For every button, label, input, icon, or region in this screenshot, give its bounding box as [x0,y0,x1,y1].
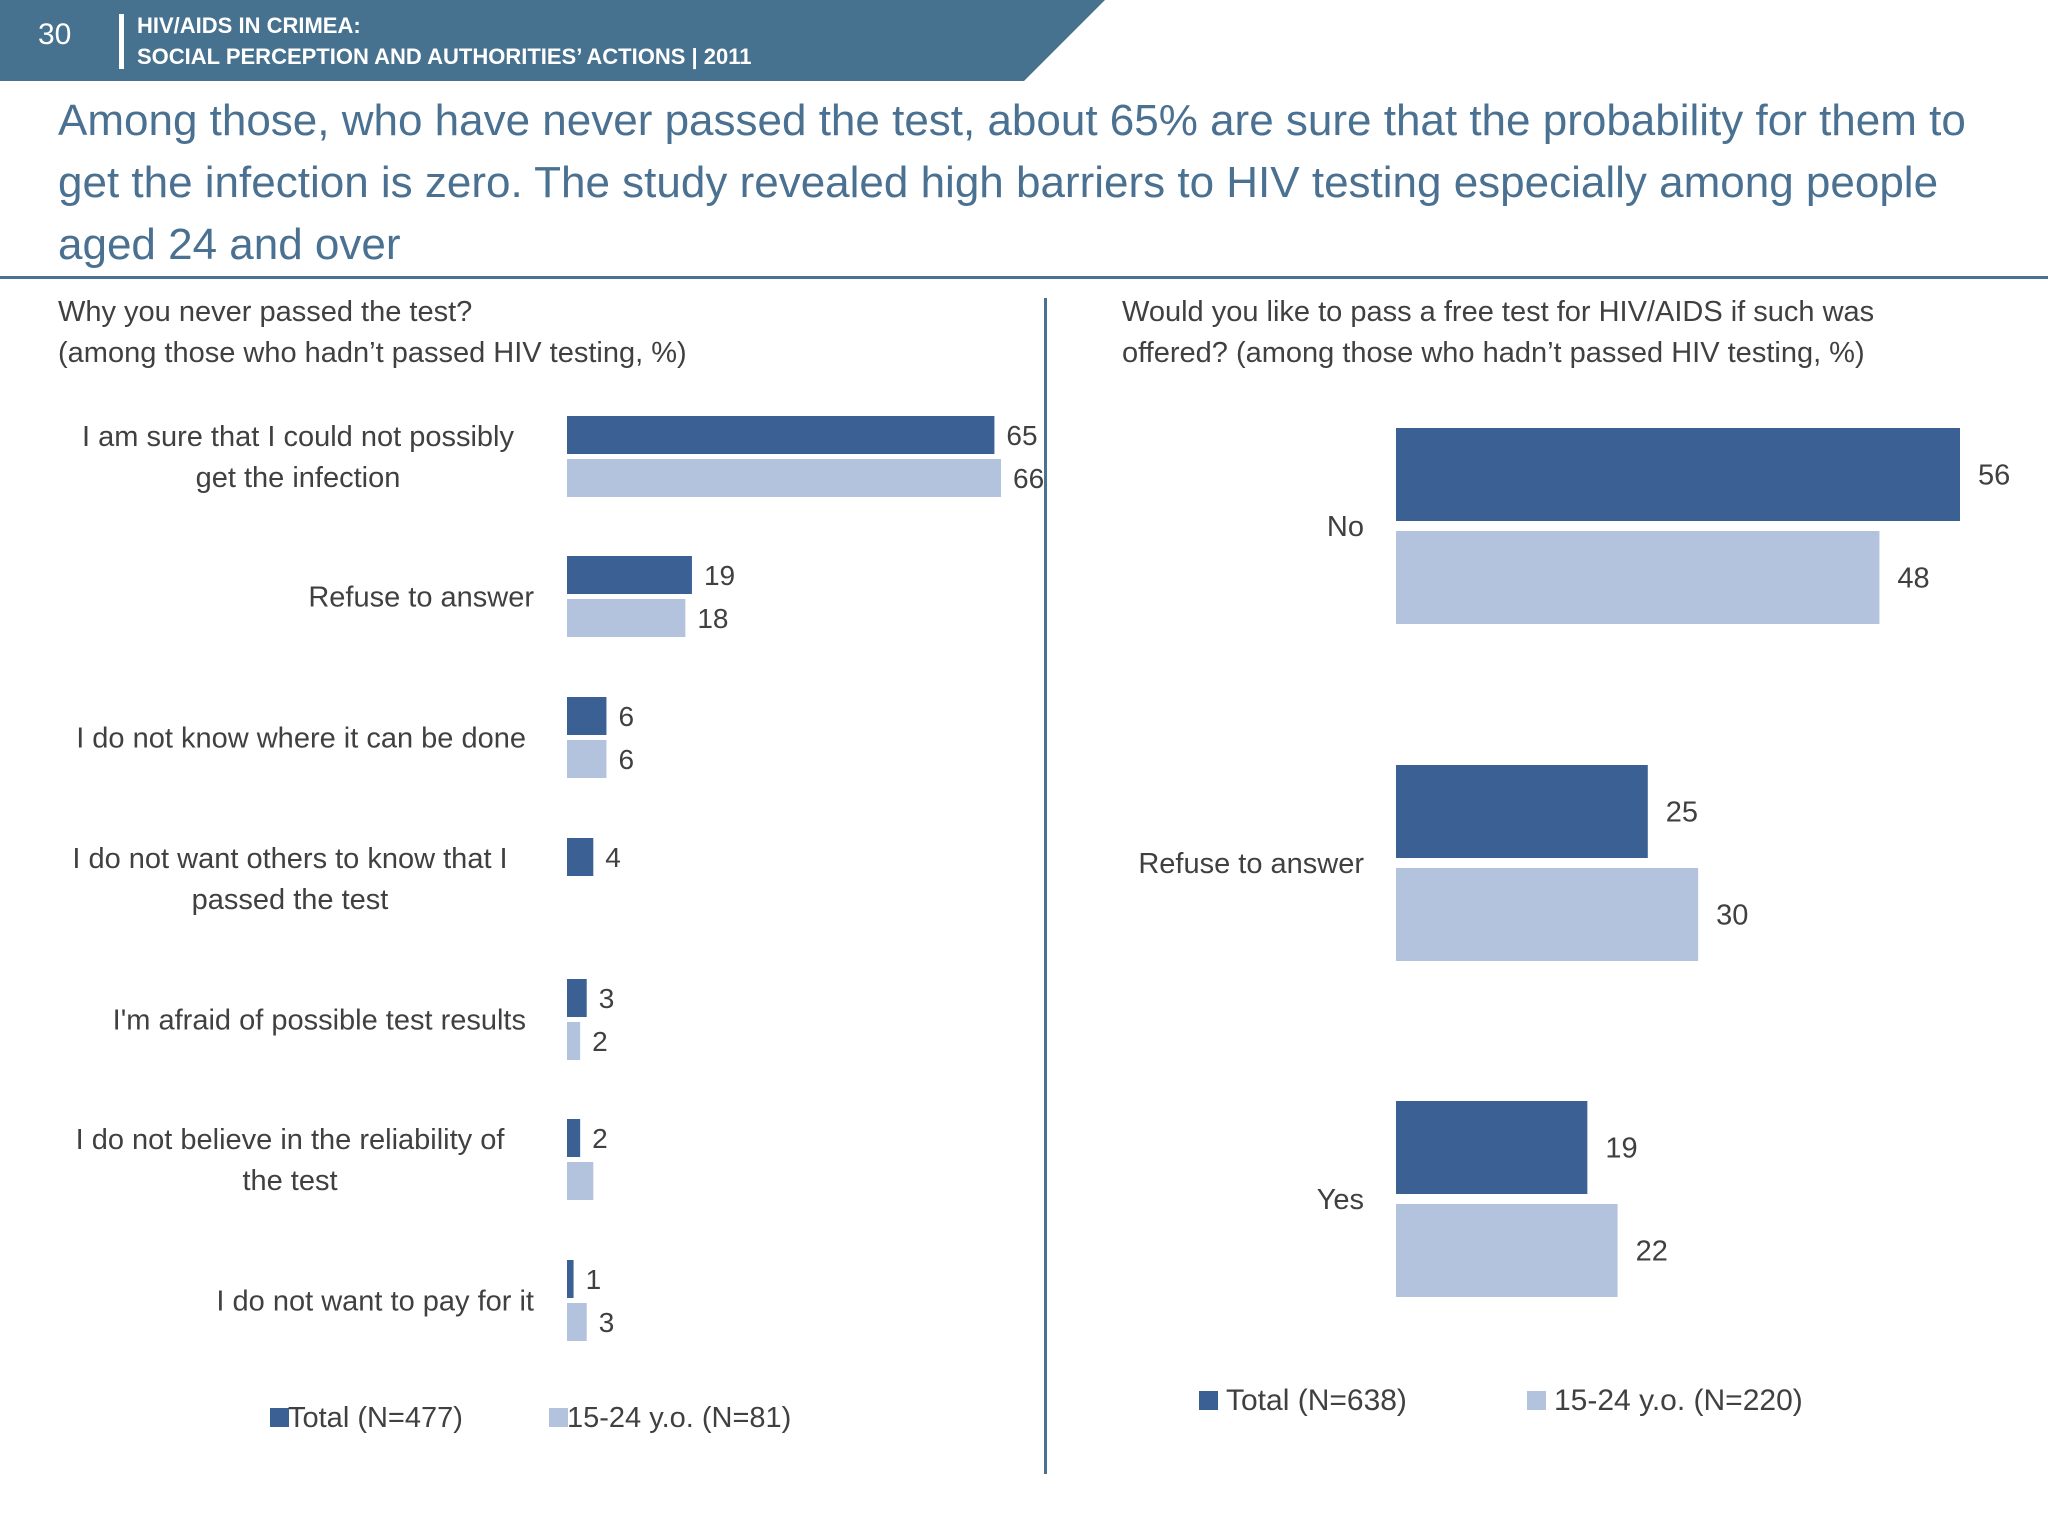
left-legend-label-youth: 15-24 y.o. (N=81) [567,1402,791,1434]
right-data-label: 48 [1897,563,1929,595]
right-data-label: 25 [1666,797,1698,829]
right-bar-youth [1396,1204,1618,1297]
report-title: HIV/AIDS IN CRIMEA: [137,13,361,38]
left-data-label: 18 [697,603,728,634]
right-bar-youth [1396,531,1880,624]
right-category-label: Yes [1317,1184,1364,1216]
left-bar-youth [567,1022,581,1060]
left-legend-swatch-total [270,1408,289,1427]
right-legend-swatch-youth [1527,1391,1546,1410]
left-category-label: I do not want to pay for it [216,1286,534,1318]
left-bar-youth [567,459,1001,497]
left-data-label: 6 [618,701,634,732]
header-separator [119,14,124,69]
left-chart-title-line-2: (among those who hadn’t passed HIV testi… [58,337,687,369]
right-category-label: Refuse to answer [1138,848,1364,880]
left-bar-total [567,979,587,1017]
right-category-label: No [1327,511,1364,543]
left-data-label: 4 [605,842,621,873]
right-legend-swatch-total [1199,1391,1218,1410]
right-data-label: 22 [1636,1236,1668,1268]
left-bar-total [567,838,594,876]
left-bar-total [567,556,692,594]
right-bar-total [1396,1101,1588,1194]
left-bar-total [567,1119,581,1157]
left-data-label: 3 [599,983,615,1014]
right-data-label: 19 [1605,1133,1637,1165]
left-data-label: 2 [592,1026,608,1057]
left-bar-youth [567,1162,594,1200]
panel-divider [1044,298,1047,1474]
header-band [0,0,1105,81]
left-data-label: 6 [618,744,634,775]
headline-rule [0,276,2048,279]
left-category-label: the test [242,1165,337,1197]
left-category-label: I do not know where it can be done [76,723,526,755]
left-data-label: 3 [599,1307,615,1338]
right-data-label: 30 [1716,900,1748,932]
left-category-label: Refuse to answer [308,582,534,614]
left-category-label: I am sure that I could not possibly [82,421,514,453]
left-category-label: get the infection [196,462,401,494]
left-bar-total [567,697,607,735]
left-category-label: I do not believe in the reliability of [76,1124,506,1156]
left-legend-label-total: Total (N=477) [288,1402,463,1434]
left-bar-total [567,416,995,454]
left-bar-youth [567,599,686,637]
left-data-label: 2 [592,1123,608,1154]
right-legend-label-total: Total (N=638) [1226,1384,1407,1417]
right-chart-title-line-2: offered? (among those who hadn’t passed … [1122,337,1865,369]
right-bar-total [1396,428,1960,521]
left-category-label: passed the test [192,884,389,916]
left-bar-total [567,1260,574,1298]
left-data-label: 19 [704,560,735,591]
right-bar-total [1396,765,1648,858]
page-number: 30 [38,18,72,51]
left-category-label: I'm afraid of possible test results [113,1005,526,1037]
left-data-label: 66 [1013,463,1044,494]
left-chart-title: Why you never passed the test? (among th… [58,292,958,374]
right-chart-title-line-1: Would you like to pass a free test for H… [1122,296,1875,328]
right-data-label: 56 [1978,460,2010,492]
left-bar-youth [567,1303,587,1341]
left-legend-swatch-youth [549,1408,568,1427]
left-data-label: 1 [586,1264,602,1295]
left-category-label: I do not want others to know that I [72,843,507,875]
left-data-label: 65 [1006,420,1037,451]
report-subtitle: SOCIAL PERCEPTION AND AUTHORITIES’ ACTIO… [137,44,752,69]
right-bar-youth [1396,868,1699,961]
left-bar-youth [567,740,607,778]
right-chart-title: Would you like to pass a free test for H… [1122,292,2002,374]
slide-headline: Among those, who have never passed the t… [58,96,1966,269]
left-chart-title-line-1: Why you never passed the test? [58,296,473,328]
right-legend-label-youth: 15-24 y.o. (N=220) [1554,1384,1803,1417]
